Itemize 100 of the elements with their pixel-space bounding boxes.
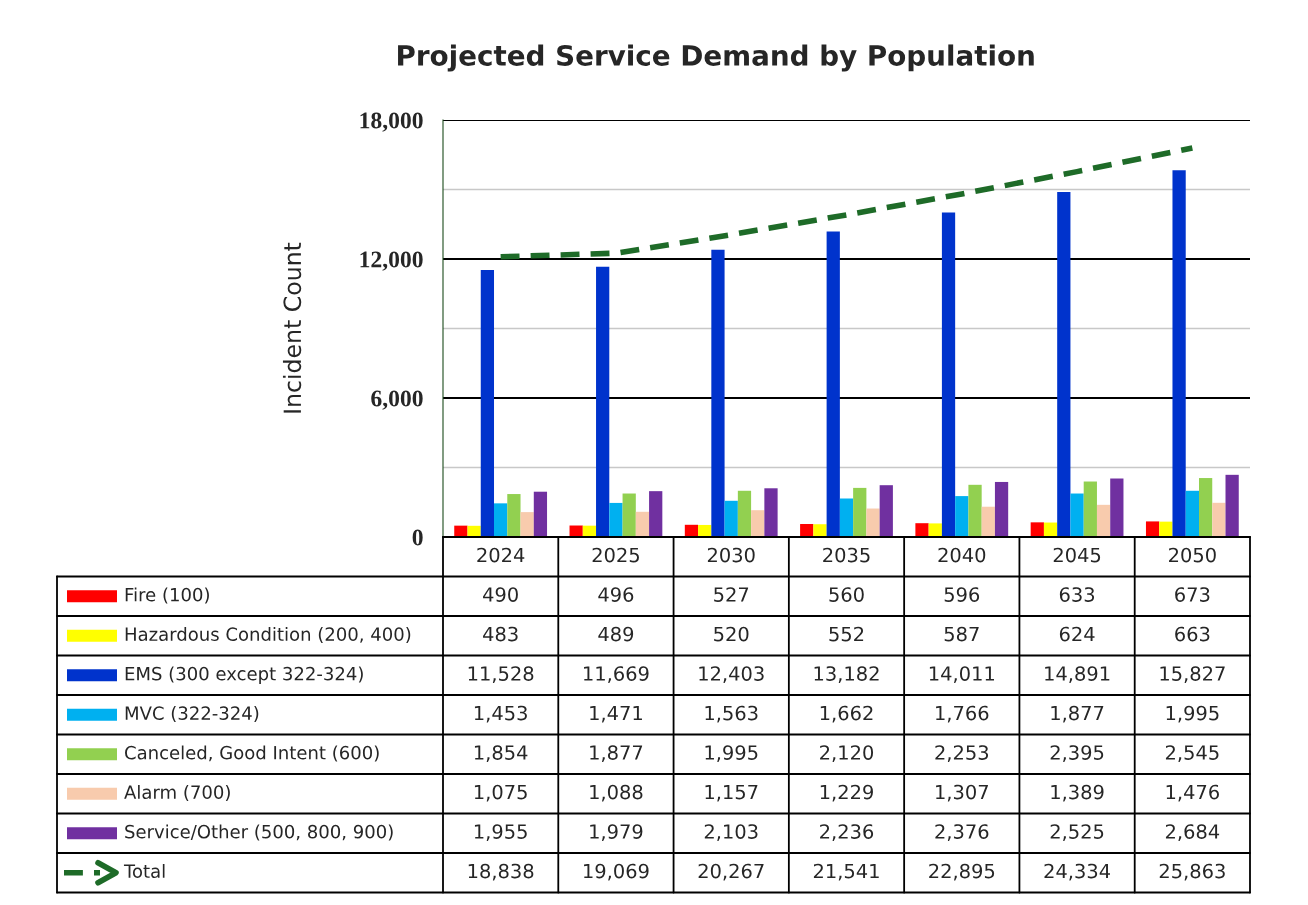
bar [1212,502,1226,537]
data-label: 1,854 [474,745,528,762]
data-label: 1,766 [936,705,989,723]
data-label: 489 [598,626,634,642]
x-tick-label: 2040 [938,547,986,563]
data-label: 1,157 [705,784,758,802]
y-axis-title: Incident Count [282,242,302,413]
legend-label: Alarm (700) [124,785,230,802]
legend-label: EMS (300 except 322-324) [125,666,363,684]
bar [622,493,636,537]
data-label: 15,827 [1160,666,1225,683]
data-label: 1,877 [1051,705,1104,723]
data-label: 21,541 [813,863,879,881]
data-label: 596 [944,587,980,602]
x-tick-label: 2045 [1053,547,1101,563]
bar [994,481,1009,537]
data-label: 2,376 [935,824,989,841]
bar [609,502,623,537]
bar [596,266,610,537]
bar [981,506,995,537]
data-label: 24,334 [1044,863,1110,881]
y-tick-label: 0 [412,529,423,546]
legend-label: Total [123,864,165,878]
data-label: 20,267 [698,863,764,881]
data-label: 1,995 [705,745,758,762]
data-label: 2,103 [704,824,758,841]
data-label: 2,120 [820,745,874,762]
bar [764,488,778,537]
data-label: 11,669 [584,666,649,683]
data-label: 2,395 [1050,745,1104,762]
bar [1185,490,1199,537]
data-label: 1,389 [1051,784,1104,802]
data-label: 1,229 [820,784,873,802]
bar [800,524,814,537]
data-label: 1,877 [590,745,643,762]
data-label: 673 [1175,587,1210,602]
bar [1096,504,1111,537]
data-label: 2,236 [820,824,874,841]
data-label: 527 [714,587,749,602]
bar [751,510,765,537]
data-label: 520 [714,626,749,642]
bar [507,494,521,537]
legend-label: Service/Other (500, 800, 900) [125,824,393,841]
data-label: 14,011 [929,666,995,683]
data-label: 1,563 [705,705,758,723]
data-label: 2,545 [1165,745,1219,762]
data-label: 2,525 [1050,824,1104,841]
data-label: 587 [944,626,979,642]
bar [1110,478,1124,537]
bar [866,508,880,537]
data-label: 560 [829,587,864,602]
bar [494,503,508,537]
data-label: 2,684 [1165,824,1220,841]
x-tick-label: 2035 [823,547,870,563]
bar [955,496,969,537]
data-label: 1,979 [590,824,643,841]
data-label: 22,895 [929,863,995,881]
bar [737,490,752,537]
bar [520,512,534,537]
bar [1225,474,1239,537]
data-label: 25,863 [1159,863,1225,881]
data-label: 483 [483,626,518,642]
data-label: 19,069 [584,863,649,881]
y-tick-label: 12,000 [360,251,423,271]
bar [1145,521,1160,537]
data-label: 496 [598,587,634,602]
bar [1172,170,1186,537]
x-tick-label: 2030 [707,547,755,563]
bar [928,523,942,537]
bar [467,525,481,537]
x-tick-label: 2050 [1169,547,1216,563]
data-label: 1,088 [590,784,643,802]
y-tick-label: 18,000 [360,112,423,132]
data-label: 633 [1059,587,1095,602]
bar [853,487,867,537]
bar [649,491,663,537]
bar [724,500,738,537]
bar [813,524,827,537]
data-label: 1,662 [820,705,873,723]
data-label: 1,995 [1166,705,1219,723]
data-label: 490 [483,587,518,602]
bar [1083,481,1097,537]
x-tick-label: 2025 [592,547,639,563]
legend-label: Fire (100) [125,587,209,604]
data-label: 1,955 [474,824,527,841]
bar [635,511,650,537]
data-label: 624 [1059,626,1095,642]
bar [839,498,854,537]
bar [879,485,893,537]
bar [1030,522,1044,537]
data-label: 2,253 [935,745,989,762]
bar [941,212,956,537]
data-label: 1,453 [474,705,527,723]
data-label: 1,471 [590,705,642,723]
bar [711,249,725,537]
data-label: 12,403 [699,666,764,683]
bar [915,523,929,537]
bar [968,484,982,537]
chart-title: Projected Service Demand by Population [398,44,1034,72]
legend-label: Canceled, Good Intent (600) [125,745,379,762]
